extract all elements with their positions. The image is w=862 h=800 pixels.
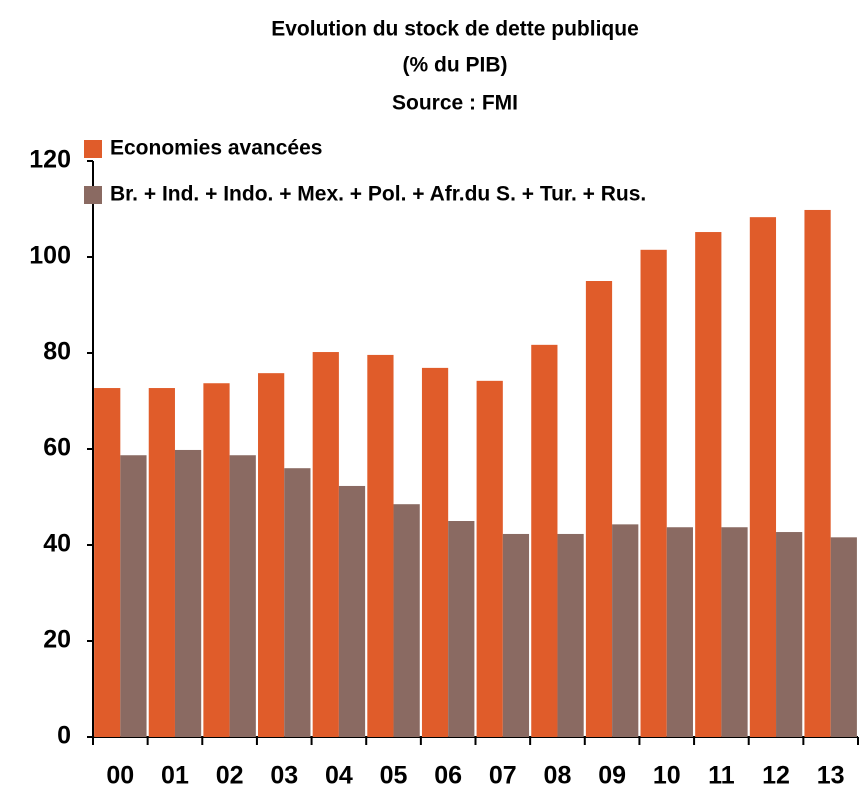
legend-swatch xyxy=(84,186,102,204)
x-tick-label: 02 xyxy=(216,762,244,790)
x-tick-label: 13 xyxy=(817,762,845,790)
bar xyxy=(448,521,475,737)
bar xyxy=(502,533,530,737)
bar xyxy=(776,532,803,737)
x-tick-label: 09 xyxy=(598,762,626,790)
x-tick-label: 11 xyxy=(708,762,735,790)
bar xyxy=(203,383,230,737)
bar xyxy=(312,352,339,737)
bar xyxy=(174,449,202,737)
x-tick-label: 03 xyxy=(270,762,298,790)
chart-subtitle: (% du PIB) xyxy=(403,54,508,77)
bar xyxy=(284,468,311,737)
bar xyxy=(120,455,147,737)
bar xyxy=(476,380,503,737)
bar xyxy=(640,249,667,738)
bar xyxy=(830,537,857,737)
chart-title: Evolution du stock de dette publique xyxy=(271,18,639,41)
bar xyxy=(721,527,748,737)
bar xyxy=(695,232,722,738)
y-tick-label: 40 xyxy=(43,530,71,558)
legend-swatch xyxy=(84,140,102,158)
legend-label: Br. + Ind. + Indo. + Mex. + Pol. + Afr.d… xyxy=(110,183,646,206)
bar xyxy=(421,367,449,737)
x-tick-label: 10 xyxy=(653,762,681,790)
y-tick-label: 80 xyxy=(43,338,71,366)
y-tick-label: 60 xyxy=(43,434,71,462)
bar xyxy=(94,388,121,737)
bar xyxy=(258,373,285,737)
x-tick-label: 07 xyxy=(489,762,517,790)
legend-label: Economies avancées xyxy=(110,137,322,160)
bar xyxy=(531,344,558,737)
bar xyxy=(749,217,777,737)
y-tick-label: 0 xyxy=(57,722,71,750)
bar xyxy=(229,455,256,737)
bar xyxy=(612,524,639,737)
x-tick-label: 06 xyxy=(434,762,462,790)
x-tick-label: 08 xyxy=(544,762,572,790)
bar xyxy=(557,533,584,737)
bar xyxy=(804,209,831,737)
y-tick-label: 100 xyxy=(29,242,71,270)
y-tick-label: 120 xyxy=(29,146,71,174)
x-tick-label: 12 xyxy=(762,762,790,790)
y-tick-label: 20 xyxy=(43,626,71,654)
bar xyxy=(148,388,175,737)
x-tick-label: 00 xyxy=(106,762,134,790)
bar xyxy=(585,281,613,737)
x-tick-label: 04 xyxy=(325,762,353,790)
bar xyxy=(666,527,693,737)
x-tick-label: 05 xyxy=(380,762,408,790)
bar xyxy=(367,354,394,737)
chart-source: Source : FMI xyxy=(392,92,518,115)
bar xyxy=(393,504,420,737)
bar xyxy=(338,485,366,737)
x-tick-label: 01 xyxy=(161,762,189,790)
